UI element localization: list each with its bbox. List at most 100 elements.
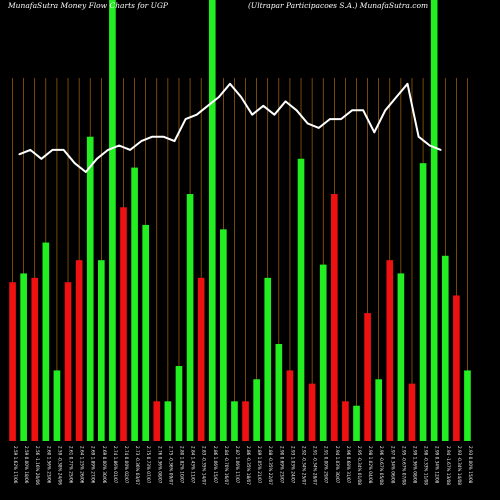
- bar: [441, 255, 449, 441]
- bar: [42, 242, 50, 441]
- bar: [20, 273, 27, 441]
- x-tick-label: 2.75 0.73% 07/07: [146, 446, 151, 484]
- bar: [430, 0, 438, 441]
- line-point: [362, 109, 364, 112]
- x-tick-label: 2.99 0.34% 12/08: [435, 446, 440, 484]
- line-point: [329, 118, 331, 120]
- line-point: [428, 144, 431, 147]
- bar: [453, 295, 460, 441]
- x-tick-label: 2.56 -1.16% 20/06: [35, 446, 40, 485]
- bar: [9, 282, 16, 441]
- x-tick-label: 2.96 0.68% 31/07: [346, 446, 351, 484]
- line-point: [173, 140, 176, 142]
- x-tick-label: 2.76 0.36% 08/07: [157, 446, 162, 484]
- line-point: [351, 109, 353, 112]
- bar: [75, 260, 83, 441]
- line-point: [107, 149, 109, 151]
- bar: [464, 370, 471, 441]
- x-tick-label: 2.73 -0.36% 03/07: [135, 446, 140, 485]
- bar: [142, 224, 150, 441]
- bar: [242, 401, 249, 441]
- chart-title-right: (Ultrapar Participacoes S.A.) MunafaSutr…: [248, 1, 428, 10]
- x-tick-label: 2.93 0.00% 15/08: [468, 446, 473, 484]
- line-point: [340, 118, 342, 120]
- bar: [264, 277, 272, 441]
- line-point: [284, 100, 287, 103]
- line-point: [229, 82, 231, 85]
- x-tick-label: 2.59 1.62% 17/06: [13, 446, 18, 484]
- bar: [97, 260, 105, 441]
- line-point: [273, 113, 276, 116]
- line-point: [118, 144, 120, 147]
- bar: [353, 405, 360, 441]
- bar: [342, 401, 349, 441]
- x-tick-label: 2.61 0.77% 25/06: [69, 446, 74, 484]
- line-point: [140, 140, 143, 142]
- bar: [308, 383, 316, 441]
- x-tick-label: 2.84 -0.70% 16/07: [224, 446, 229, 485]
- bar: [330, 194, 338, 441]
- bar: [109, 0, 116, 441]
- x-tick-label: 2.95 -0.67% 07/08: [401, 446, 406, 485]
- line-point: [207, 105, 209, 107]
- line-point: [51, 149, 54, 151]
- line-point: [406, 82, 409, 85]
- x-tick-label: 2.94 -1.67% 13/08: [446, 446, 451, 485]
- bar: [319, 264, 327, 441]
- bar: [386, 260, 394, 441]
- x-tick-label: 2.90 0.69% 23/07: [279, 446, 284, 484]
- x-tick-label: 2.92 -0.34% 25/07: [302, 446, 307, 485]
- bar: [275, 343, 283, 441]
- x-tick-label: 2.69 1.89% 27/06: [91, 446, 96, 484]
- bar: [131, 167, 138, 441]
- x-tick-label: 2.89 1.05% 21/07: [257, 446, 262, 484]
- line-point: [195, 113, 198, 116]
- line-point: [384, 109, 387, 112]
- x-tick-label: 2.93 -0.34% 14/08: [457, 446, 462, 485]
- bars-group: [9, 0, 471, 442]
- line-point: [29, 149, 32, 151]
- x-tick-label: 2.64 1.15% 26/06: [80, 446, 85, 484]
- tick-labels-group: 2.59 1.62% 17/06 2.59 0.00% 18/06 2.56 -1.…: [13, 446, 473, 485]
- x-tick-label: 2.83 -0.35% 14/07: [202, 446, 207, 485]
- x-tick-label: 2.95 -0.34% 01/08: [357, 446, 362, 485]
- x-tick-label: 2.98 1.02% 04/08: [368, 446, 373, 484]
- line-point: [129, 149, 131, 151]
- line-point: [18, 153, 21, 156]
- bar: [375, 379, 383, 441]
- x-tick-label: 2.74 1.86% 01/07: [113, 446, 118, 484]
- x-tick-label: 2.60 1.56% 23/06: [46, 446, 51, 484]
- x-tick-label: 2.87 1.06% 17/07: [235, 446, 240, 484]
- line-point: [417, 135, 420, 138]
- bar: [197, 277, 205, 441]
- bar: [286, 370, 294, 441]
- bar: [120, 207, 127, 441]
- x-tick-label: 2.91 -0.34% 28/07: [313, 446, 318, 485]
- x-tick-label: 2.98 -0.33% 11/08: [424, 446, 429, 485]
- bar: [186, 194, 194, 441]
- line-point: [151, 135, 154, 138]
- chart-title-left: MunafaSutra Money Flow Charts for UGP: [7, 1, 169, 10]
- x-tick-label: 2.96 -0.67% 05/08: [379, 446, 384, 485]
- line-point: [62, 149, 65, 151]
- bar: [31, 277, 39, 441]
- line-point: [40, 157, 43, 160]
- x-tick-label: 2.91 0.00% 29/07: [324, 446, 329, 484]
- x-tick-label: 2.97 0.34% 06/08: [390, 446, 395, 484]
- line-point: [184, 118, 187, 120]
- bar: [53, 370, 61, 441]
- bar: [164, 401, 172, 441]
- line-point: [73, 162, 76, 164]
- x-tick-label: 2.84 1.43% 11/07: [191, 446, 196, 484]
- bar: [86, 136, 94, 441]
- bar: [153, 401, 161, 441]
- bar: [64, 282, 72, 441]
- x-tick-label: 2.80 1.82% 10/07: [179, 446, 184, 484]
- x-tick-label: 2.69 0.00% 30/06: [102, 446, 107, 484]
- line-point: [240, 96, 242, 98]
- x-tick-label: 2.74 0.00% 02/07: [124, 446, 129, 484]
- line-point: [218, 96, 220, 98]
- line-point: [295, 109, 298, 112]
- x-tick-label: 2.94 1.03% 30/07: [335, 446, 340, 484]
